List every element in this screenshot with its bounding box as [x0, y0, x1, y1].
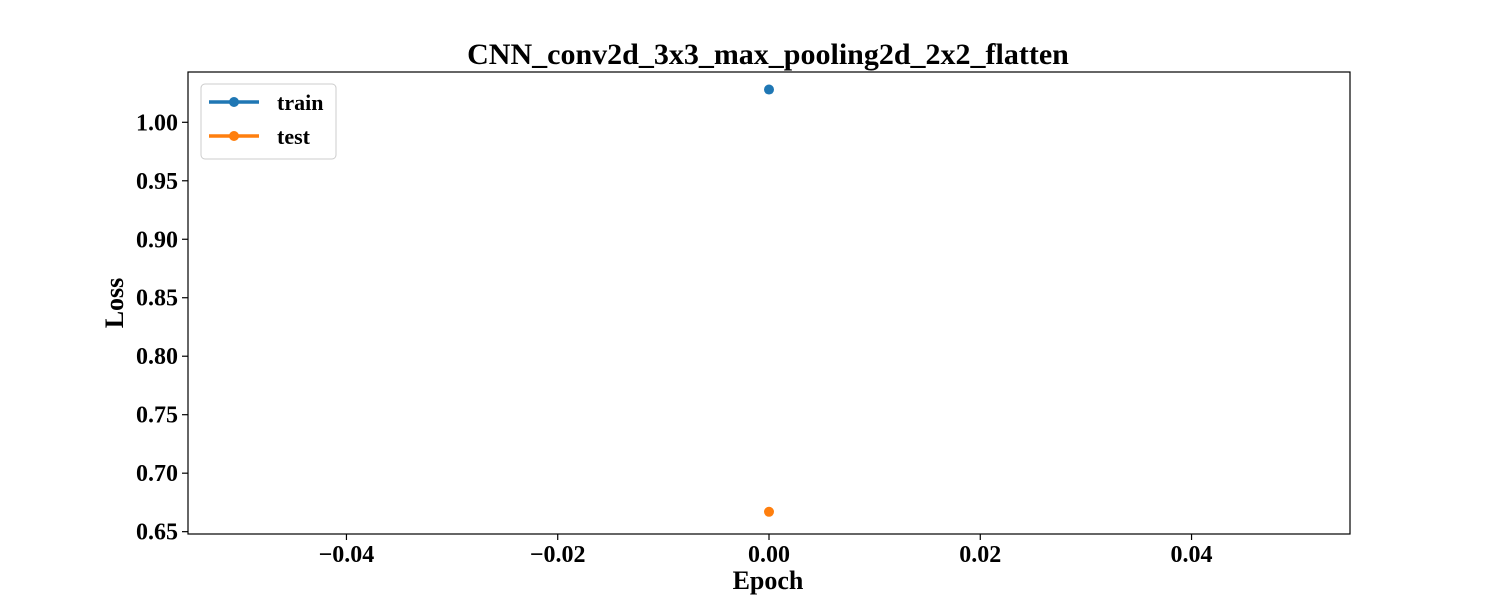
y-tick-label: 0.65	[136, 520, 178, 546]
x-tick-label: −0.02	[530, 542, 586, 568]
x-tick-label: 0.04	[1171, 542, 1213, 568]
chart-title: CNN_conv2d_3x3_max_pooling2d_2x2_flatten	[467, 38, 1069, 71]
legend-marker-test	[229, 131, 239, 141]
series-train	[764, 84, 774, 95]
data-point-train	[764, 84, 774, 95]
data-point-test	[764, 506, 774, 517]
y-tick-label: 0.75	[136, 403, 178, 429]
axes	[187, 71, 1351, 535]
x-axis-label: Epoch	[733, 566, 804, 595]
ticks: −0.04 −0.02 0.00 0.02 0.04 0.65 0.70 0.75 0.80 0.…	[136, 110, 1213, 568]
series-test	[764, 506, 774, 517]
data-series	[764, 84, 774, 517]
legend-marker-train	[229, 97, 239, 107]
x-tick-label: 0.00	[748, 542, 790, 568]
y-tick-label: 0.90	[136, 227, 178, 253]
legend: train test	[200, 83, 337, 160]
legend-label-test: test	[277, 124, 311, 149]
y-tick-label: 0.70	[136, 461, 178, 487]
legend-label-train: train	[277, 90, 323, 115]
x-tick-label: 0.02	[959, 542, 1001, 568]
y-tick-label: 0.80	[136, 344, 178, 370]
plot-frame	[187, 71, 1351, 535]
y-tick-label: 1.00	[136, 110, 178, 136]
x-tick-label: −0.04	[319, 542, 375, 568]
y-tick-label: 0.95	[136, 169, 178, 195]
y-axis-label: Loss	[100, 278, 129, 329]
y-tick-label: 0.85	[136, 286, 178, 312]
